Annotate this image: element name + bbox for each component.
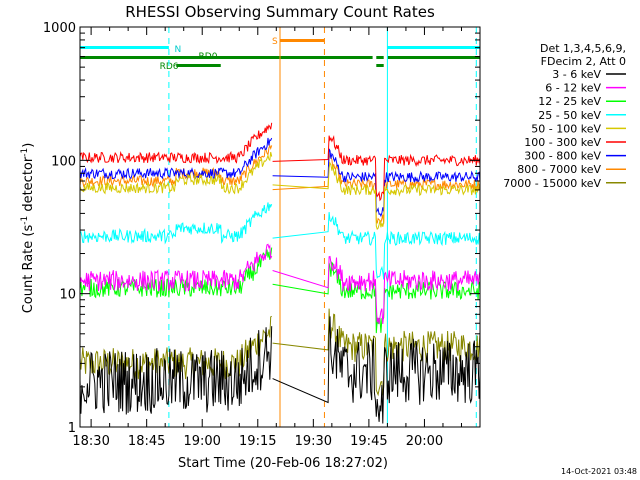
series-line <box>272 316 481 424</box>
rd0-bar <box>376 56 384 59</box>
series-line <box>79 247 273 299</box>
rd0-bar <box>387 56 480 59</box>
night-bar <box>80 46 169 49</box>
x-tick-label: 19:15 <box>239 434 276 449</box>
rd6-bar <box>176 64 221 67</box>
series-line <box>79 202 273 245</box>
rd0-flag-label: RD0 <box>199 52 218 62</box>
y-tick-label: 10 <box>59 288 76 303</box>
series-line <box>272 212 481 280</box>
series-line <box>272 261 481 334</box>
series-line <box>79 315 272 380</box>
series-line <box>272 135 481 202</box>
legend-entry-label: 7000 - 15000 keV <box>503 177 601 190</box>
attenuator-bar <box>376 64 384 67</box>
timestamp: 14-Oct-2021 03:48 <box>561 467 637 476</box>
legend-entry-label: 50 - 100 keV <box>531 122 601 135</box>
x-tick-label: 19:00 <box>183 434 220 449</box>
x-tick-label: 18:45 <box>128 434 165 449</box>
x-tick-label: 20:00 <box>406 434 443 449</box>
rd6-flag-label: RD6 <box>160 62 179 72</box>
series-line <box>272 152 481 224</box>
series-line <box>272 255 481 325</box>
series-line <box>79 243 273 292</box>
legend-entry-label: 25 - 50 keV <box>538 109 601 122</box>
x-axis-label: Start Time (20-Feb-06 18:27:02) <box>178 456 388 471</box>
legend-entry-label: 12 - 25 keV <box>538 95 601 108</box>
x-axis-ticks: 18:30 18:45 19:00 19:15 19:30 19:45 20:00 <box>72 27 462 449</box>
series-line <box>272 308 481 397</box>
series-line <box>79 326 273 415</box>
legend-entry-label: 100 - 300 keV <box>524 136 601 149</box>
rd0-bar <box>80 56 373 59</box>
night-bar <box>387 46 480 49</box>
vertical-markers <box>79 27 477 427</box>
series-line <box>79 137 273 180</box>
series-line <box>79 151 273 195</box>
y-tick-label: 1000 <box>43 21 76 36</box>
legend-header-line-1: Det 1,3,4,5,6,9, <box>540 42 626 55</box>
saa-bar <box>280 39 325 42</box>
legend: Det 1,3,4,5,6,9, FDecim 2, Att 0 3 - 6 k… <box>503 42 626 190</box>
series-line <box>79 122 273 165</box>
y-tick-label: 1 <box>68 421 76 436</box>
legend-entry-label: 3 - 6 keV <box>552 68 601 81</box>
x-tick-label: 19:30 <box>295 434 332 449</box>
y-tick-label: 100 <box>51 154 76 169</box>
flag-bars: N S RD0 RD6 <box>80 37 480 72</box>
x-tick-label: 18:30 <box>72 434 109 449</box>
series-line <box>272 161 481 231</box>
legend-entry-label: 300 - 800 keV <box>524 150 601 163</box>
y-axis-ticks: 1 10 100 1000 <box>43 21 480 436</box>
night-flag-label: N <box>174 45 181 55</box>
x-tick-label: 19:45 <box>350 434 387 449</box>
series-line <box>79 144 273 188</box>
series-line <box>272 148 481 218</box>
legend-header-line-2: FDecim 2, Att 0 <box>541 55 626 68</box>
legend-entry-label: 6 - 12 keV <box>545 82 601 95</box>
legend-entry-label: 800 - 7000 keV <box>517 163 601 176</box>
saa-flag-label: S <box>272 37 278 47</box>
chart-title: RHESSI Observing Summary Count Rates <box>125 3 435 21</box>
y-axis-label: Count Rate (s-1 detector-1) <box>20 143 36 314</box>
series-lines <box>79 122 481 424</box>
plot-frame <box>79 26 481 428</box>
